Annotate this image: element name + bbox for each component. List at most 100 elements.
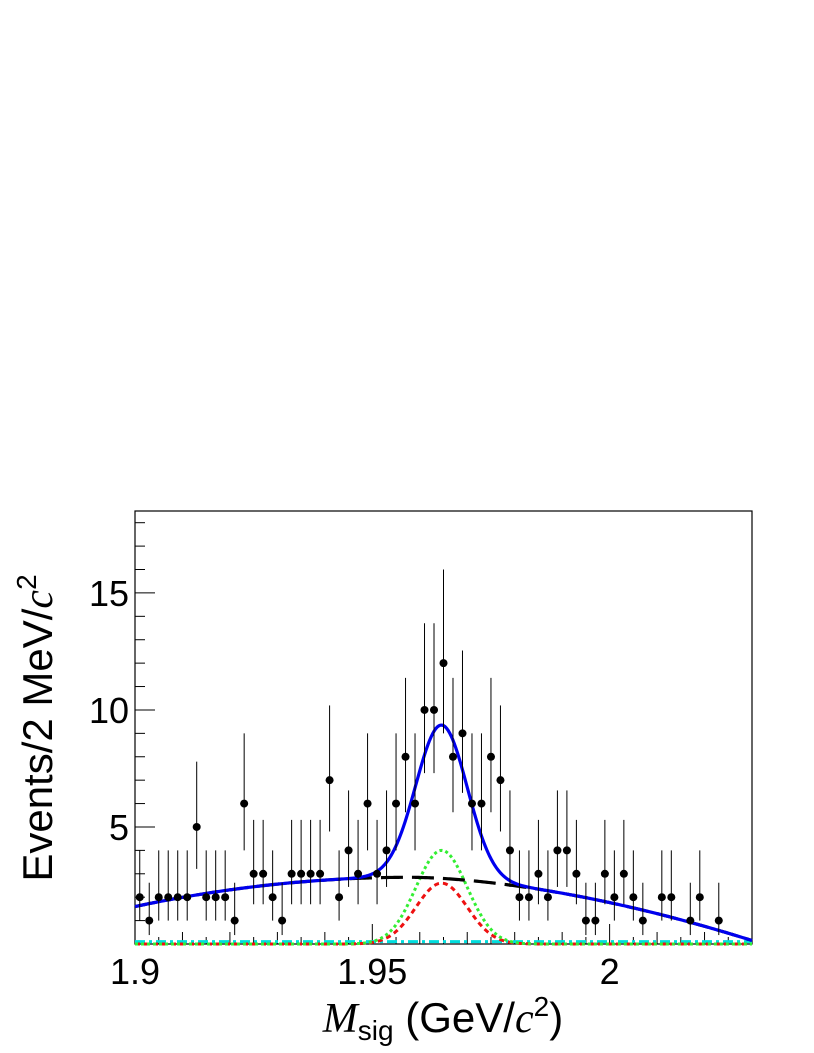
marker xyxy=(420,705,429,714)
marker xyxy=(230,916,239,925)
data-point xyxy=(467,733,476,851)
marker xyxy=(657,893,666,902)
marker xyxy=(202,893,211,902)
data-point xyxy=(430,623,439,774)
data-point xyxy=(354,819,363,905)
marker xyxy=(581,916,590,925)
marker xyxy=(524,893,533,902)
data-point xyxy=(335,850,344,921)
y-axis-title-sup: 2 xyxy=(11,574,42,590)
data-point xyxy=(135,850,144,921)
marker xyxy=(553,846,562,855)
marker xyxy=(430,705,439,714)
data-point xyxy=(695,850,704,921)
marker xyxy=(505,846,514,855)
data-point xyxy=(316,819,325,905)
marker xyxy=(135,893,144,902)
marker xyxy=(619,869,628,878)
data-point xyxy=(496,705,505,832)
marker xyxy=(477,799,486,808)
data-point xyxy=(543,850,552,921)
green-signal-curve xyxy=(135,848,752,946)
marker xyxy=(221,893,230,902)
y-axis-title-text: Events/2 MeV/ xyxy=(14,608,61,881)
marker xyxy=(467,799,476,808)
x-axis-title-var: M xyxy=(322,996,360,1042)
data-point xyxy=(657,850,666,921)
data-point xyxy=(553,790,562,887)
marker xyxy=(439,659,448,668)
data-point xyxy=(145,882,154,936)
marker xyxy=(164,893,173,902)
data-point xyxy=(192,761,201,869)
marker xyxy=(667,893,676,902)
y-axis-title-var: c xyxy=(16,590,62,609)
data-point xyxy=(401,677,410,813)
data-point xyxy=(249,819,258,905)
data-point xyxy=(268,850,277,921)
x-tick-label: 2 xyxy=(600,951,620,992)
data-point xyxy=(259,819,268,905)
data-point xyxy=(297,819,306,905)
data-point xyxy=(619,819,628,905)
x-tick-label: 1.9 xyxy=(110,951,160,992)
data-point xyxy=(667,850,676,921)
data-point xyxy=(173,850,182,921)
data-point xyxy=(439,569,448,734)
marker xyxy=(287,869,296,878)
marker xyxy=(572,869,581,878)
marker xyxy=(325,776,334,785)
data-point xyxy=(306,819,315,905)
data-point xyxy=(581,882,590,936)
data-point xyxy=(373,819,382,905)
marker xyxy=(629,893,638,902)
data-point xyxy=(486,677,495,813)
marker xyxy=(306,869,315,878)
marker xyxy=(249,869,258,878)
data-point xyxy=(505,790,514,887)
data-point xyxy=(448,677,457,813)
tick-labels: 5 10 15 1.9 1.95 2 xyxy=(89,573,620,992)
data-point xyxy=(325,705,334,832)
marker xyxy=(192,822,201,831)
marker xyxy=(145,916,154,925)
data-point xyxy=(164,850,173,921)
marker xyxy=(411,799,420,808)
data-point xyxy=(154,850,163,921)
data-point xyxy=(202,850,211,921)
data-point xyxy=(392,733,401,851)
marker xyxy=(373,869,382,878)
data-point xyxy=(477,733,486,851)
data-point xyxy=(278,882,287,936)
marker xyxy=(183,893,192,902)
marker xyxy=(211,893,220,902)
data-point xyxy=(211,850,220,921)
data-point xyxy=(600,819,609,905)
marker xyxy=(496,776,505,785)
marker xyxy=(297,869,306,878)
data-point xyxy=(610,850,619,921)
marker xyxy=(458,729,467,738)
data-point xyxy=(230,882,239,936)
marker xyxy=(448,752,457,761)
marker xyxy=(515,893,524,902)
data-point xyxy=(240,733,249,851)
marker xyxy=(638,916,647,925)
marker xyxy=(316,869,325,878)
x-tick-label: 1.95 xyxy=(337,951,407,992)
data-point xyxy=(287,819,296,905)
y-axis-title: Events/2 MeV/c2 xyxy=(11,574,62,881)
marker xyxy=(486,752,495,761)
marker xyxy=(610,893,619,902)
marker xyxy=(173,893,182,902)
x-axis-title-unit-var: c xyxy=(515,996,534,1042)
data-point xyxy=(420,623,429,774)
data-point xyxy=(686,882,695,936)
marker xyxy=(354,869,363,878)
data-points xyxy=(135,569,723,936)
marker xyxy=(401,752,410,761)
marker xyxy=(392,799,401,808)
marker xyxy=(543,893,552,902)
marker xyxy=(259,869,268,878)
